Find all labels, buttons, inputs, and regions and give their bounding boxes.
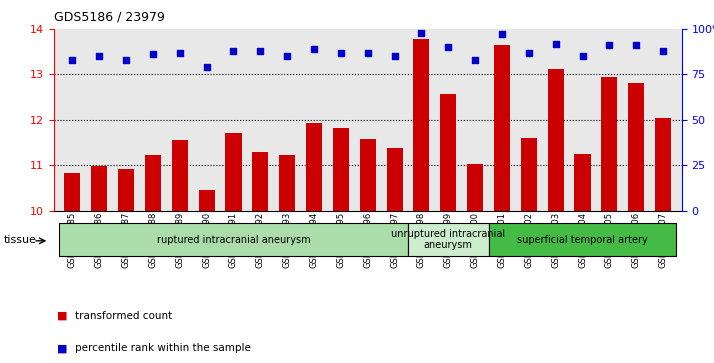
Bar [548, 69, 564, 211]
Text: ■: ■ [57, 311, 68, 321]
Bar [494, 45, 510, 211]
Point [281, 53, 293, 59]
Point [335, 50, 346, 56]
Bar [59, 223, 408, 256]
Bar [64, 174, 81, 211]
Text: GDS5186 / 23979: GDS5186 / 23979 [54, 11, 164, 24]
Bar [628, 83, 644, 211]
Point [201, 64, 212, 70]
Point [94, 53, 105, 59]
Point [577, 53, 588, 59]
Point [174, 50, 186, 56]
Text: tissue: tissue [4, 234, 36, 245]
Point [603, 42, 615, 48]
Text: transformed count: transformed count [75, 311, 172, 321]
Text: ■: ■ [57, 343, 68, 354]
Bar [386, 148, 403, 211]
Point [147, 52, 159, 57]
Point [389, 53, 401, 59]
Point [443, 44, 454, 50]
Bar [198, 189, 215, 211]
Bar [171, 140, 188, 211]
Point [255, 48, 266, 54]
Bar [575, 154, 590, 211]
Bar [306, 123, 322, 211]
Text: ruptured intracranial aneurysm: ruptured intracranial aneurysm [156, 234, 311, 245]
Bar [467, 164, 483, 211]
Bar [360, 139, 376, 211]
Bar [441, 94, 456, 211]
Point [550, 41, 561, 46]
Bar [333, 128, 349, 211]
Point [308, 46, 320, 52]
Bar [226, 134, 241, 211]
Point [658, 48, 669, 54]
Point [228, 48, 239, 54]
Point [362, 50, 373, 56]
Bar [252, 152, 268, 211]
Bar [601, 77, 618, 211]
Bar [118, 169, 134, 211]
Bar [279, 155, 295, 211]
Point [416, 30, 427, 36]
Text: unruptured intracranial
aneurysm: unruptured intracranial aneurysm [391, 229, 506, 250]
Bar [91, 166, 107, 211]
Point [630, 42, 642, 48]
Bar [413, 39, 429, 211]
Bar [521, 138, 537, 211]
Point [523, 50, 535, 56]
Bar [488, 223, 676, 256]
Bar [145, 155, 161, 211]
Point [121, 57, 132, 63]
Bar [408, 223, 488, 256]
Bar [655, 118, 671, 211]
Point [66, 57, 78, 63]
Text: superficial temporal artery: superficial temporal artery [517, 234, 648, 245]
Point [496, 32, 508, 37]
Text: percentile rank within the sample: percentile rank within the sample [75, 343, 251, 354]
Point [469, 57, 481, 63]
